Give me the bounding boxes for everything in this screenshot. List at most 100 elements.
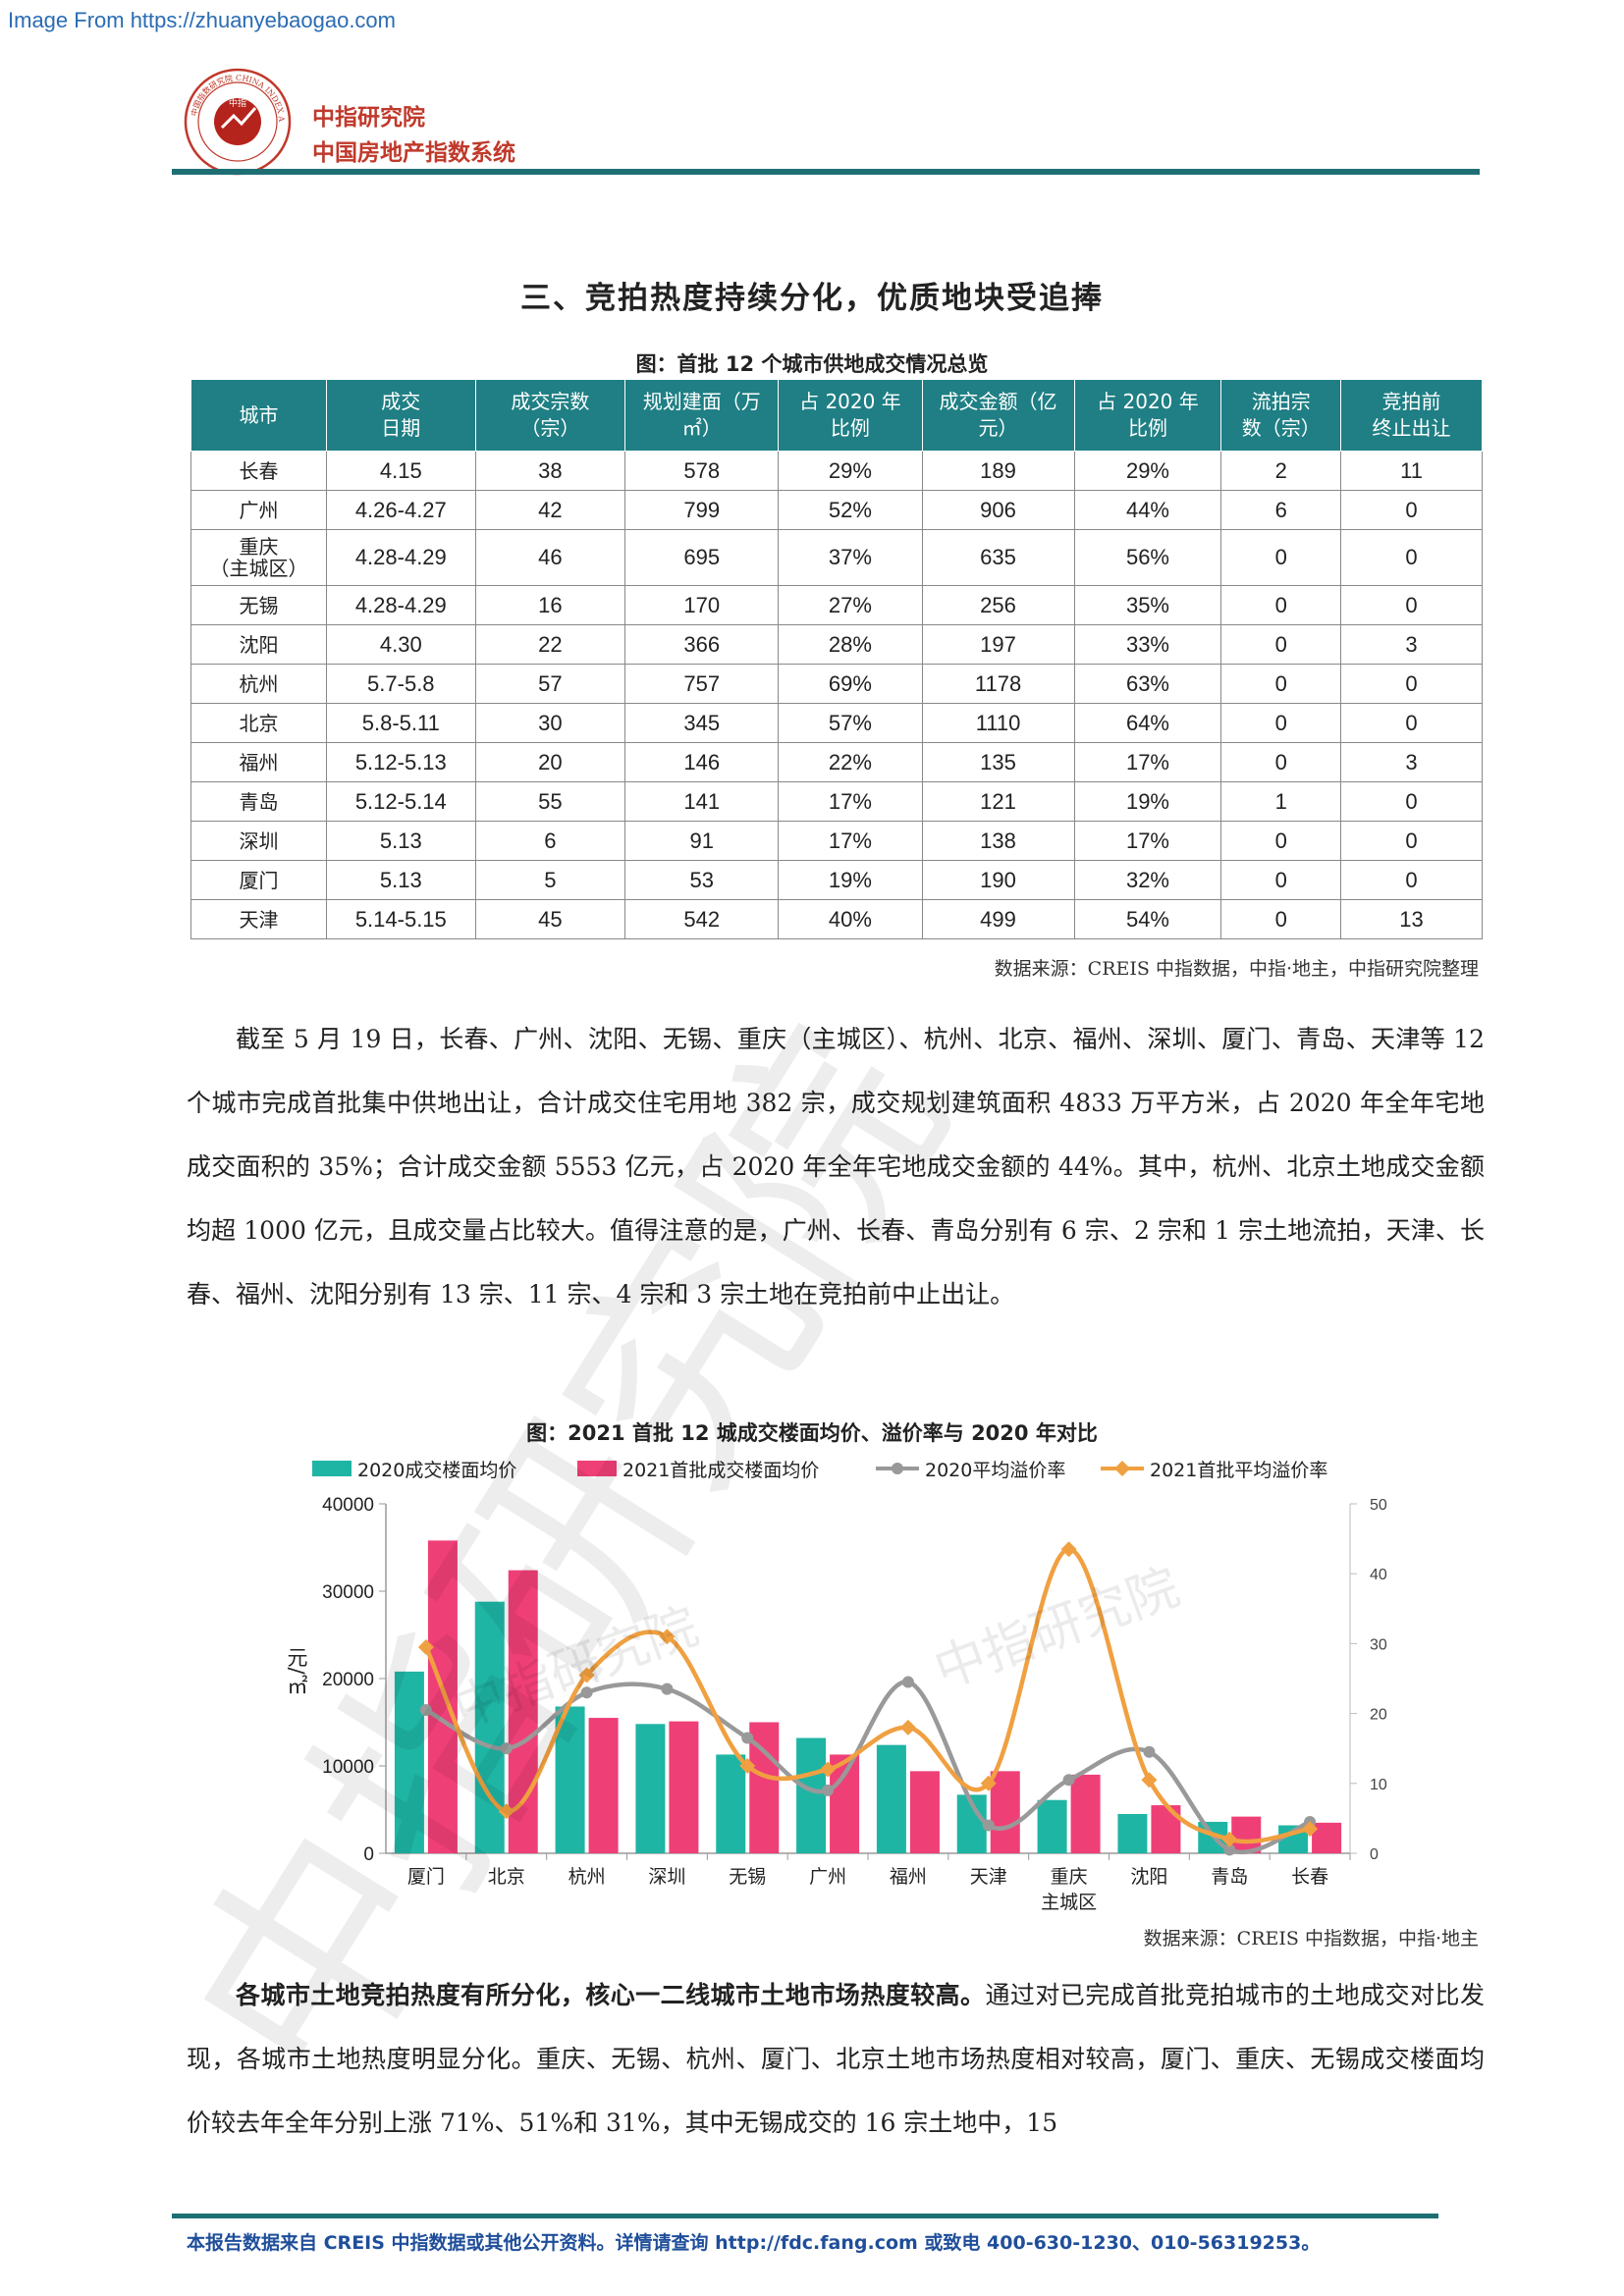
table-row: 深圳 5.13 6 91 17% 138 17% 0 0 [190,821,1483,861]
table-caption: 图：首批 12 个城市供地成交情况总览 [635,352,989,376]
line-point [1062,1774,1075,1787]
bar [508,1570,538,1853]
table-cell: 0 [1220,585,1342,625]
table-header-cell: 成交 日期 [325,379,476,452]
table-header-cell: 成交金额（亿 元） [921,379,1075,452]
legend-label: 2020平均溢价率 [925,1460,1065,1481]
table-cell: 1110 [921,703,1075,743]
paragraph-2-body: 通过对已完成首批竞拍城市的土地成交对比发现，各城市土地热度明显分化。重庆、无锡、… [187,1981,1485,2137]
x-tick-label: 福州 [890,1866,927,1888]
table-header-cell: 成交宗数 （宗） [474,379,626,452]
table-cell: 170 [624,585,780,625]
table-cell: 5.12-5.14 [325,781,476,822]
legend-label: 2020成交楼面均价 [357,1460,516,1481]
table-cell: 0 [1220,703,1342,743]
city-cell: 杭州 [190,664,327,704]
table-cell: 17% [1073,821,1222,861]
table-cell: 256 [921,585,1075,625]
x-tick-label: 沈阳 [1130,1866,1167,1888]
image-source-note: Image From https://zhuanyebaogao.com [8,8,396,32]
line-point [980,1775,997,1791]
table-cell: 22 [474,624,626,665]
y2-tick-label: 40 [1370,1567,1387,1583]
table-cell: 19% [778,860,923,900]
line-point [822,1784,835,1796]
bar [588,1718,619,1853]
table-cell: 29% [778,451,923,491]
bar [716,1754,746,1853]
table-cell: 121 [921,781,1075,822]
line-point [580,1686,593,1699]
table-row: 沈阳 4.30 22 366 28% 197 33% 0 3 [190,624,1483,665]
series-line [423,1547,1311,1844]
table-cell: 0 [1220,821,1342,861]
table-cell: 5.7-5.8 [325,664,476,704]
table-cell: 135 [921,742,1075,782]
bar [990,1771,1020,1853]
city-cell: 长春 [190,451,327,491]
chart-caption: 图：2021 首批 12 城成交楼面均价、溢价率与 2020 年对比 [526,1421,1098,1445]
table-cell: 53 [624,860,780,900]
bar [909,1771,940,1853]
bar [1117,1813,1148,1853]
x-tick-label: 主城区 [1041,1892,1097,1913]
table-cell: 189 [921,451,1075,491]
table-cell: 3 [1340,742,1483,782]
table-row: 厦门 5.13 5 53 19% 190 32% 0 0 [190,860,1483,900]
section-title: 三、竞拍热度持续分化，优质地块受追捧 [520,281,1104,316]
city-cell: 沈阳 [190,624,327,665]
table-cell: 16 [474,585,626,625]
table-cell: 6 [1220,490,1342,530]
x-tick-label: 无锡 [729,1866,766,1888]
table-cell: 5 [474,860,626,900]
table-cell: 5.14-5.15 [325,899,476,939]
table-cell: 46 [474,529,626,586]
city-cell: 广州 [190,490,327,530]
table-cell: 54% [1073,899,1222,939]
table-cell: 499 [921,899,1075,939]
city-cell: 青岛 [190,781,327,822]
x-tick-label: 青岛 [1211,1866,1248,1888]
table-row: 杭州 5.7-5.8 57 757 69% 1178 63% 0 0 [190,664,1483,704]
table-cell: 906 [921,490,1075,530]
y2-tick-label: 0 [1370,1846,1379,1863]
line-point [741,1732,754,1744]
table-cell: 0 [1340,585,1483,625]
table-cell: 64% [1073,703,1222,743]
x-tick-label: 重庆 [1051,1866,1088,1888]
line-point [899,1719,916,1735]
table-cell: 190 [921,860,1075,900]
table-cell: 635 [921,529,1075,586]
y-tick-label: 20000 [322,1670,374,1690]
table-row: 广州 4.26-4.27 42 799 52% 906 44% 6 0 [190,490,1483,530]
svg-text:中指: 中指 [229,97,246,109]
table-cell: 757 [624,664,780,704]
header-rule [172,169,1480,175]
y-tick-label: 30000 [322,1582,374,1603]
paragraph-1: 截至 5 月 19 日，长春、广州、沈阳、无锡、重庆（主城区）、杭州、北京、福州… [187,1007,1485,1326]
table-cell: 55 [474,781,626,822]
table-cell: 5.13 [325,860,476,900]
table-cell: 345 [624,703,780,743]
table-body: 长春 4.15 38 578 29% 189 29% 2 11 广州 4.26-4.27 42 799 5… [190,451,1483,939]
table-cell: 91 [624,821,780,861]
city-cell: 天津 [190,899,327,939]
table-cell: 28% [778,624,923,665]
table-row: 长春 4.15 38 578 29% 189 29% 2 11 [190,451,1483,491]
table-header-cell: 占 2020 年比例 [778,379,923,452]
table-cell: 4.26-4.27 [325,490,476,530]
table-cell: 42 [474,490,626,530]
table-cell: 4.28-4.29 [325,585,476,625]
x-tick-label: 长春 [1291,1866,1328,1888]
table-cell: 4.15 [325,451,476,491]
table-cell: 38 [474,451,626,491]
table-cell: 29% [1073,451,1222,491]
table-row: 天津 5.14-5.15 45 542 40% 499 54% 0 13 [190,899,1483,939]
legend-label: 2021首批平均溢价率 [1150,1460,1327,1481]
table-cell: 35% [1073,585,1222,625]
line-point [820,1761,837,1778]
table-header-cell: 占 2020 年比例 [1073,379,1222,452]
table-row: 无锡 4.28-4.29 16 170 27% 256 35% 0 0 [190,585,1483,625]
table-cell: 578 [624,451,780,491]
